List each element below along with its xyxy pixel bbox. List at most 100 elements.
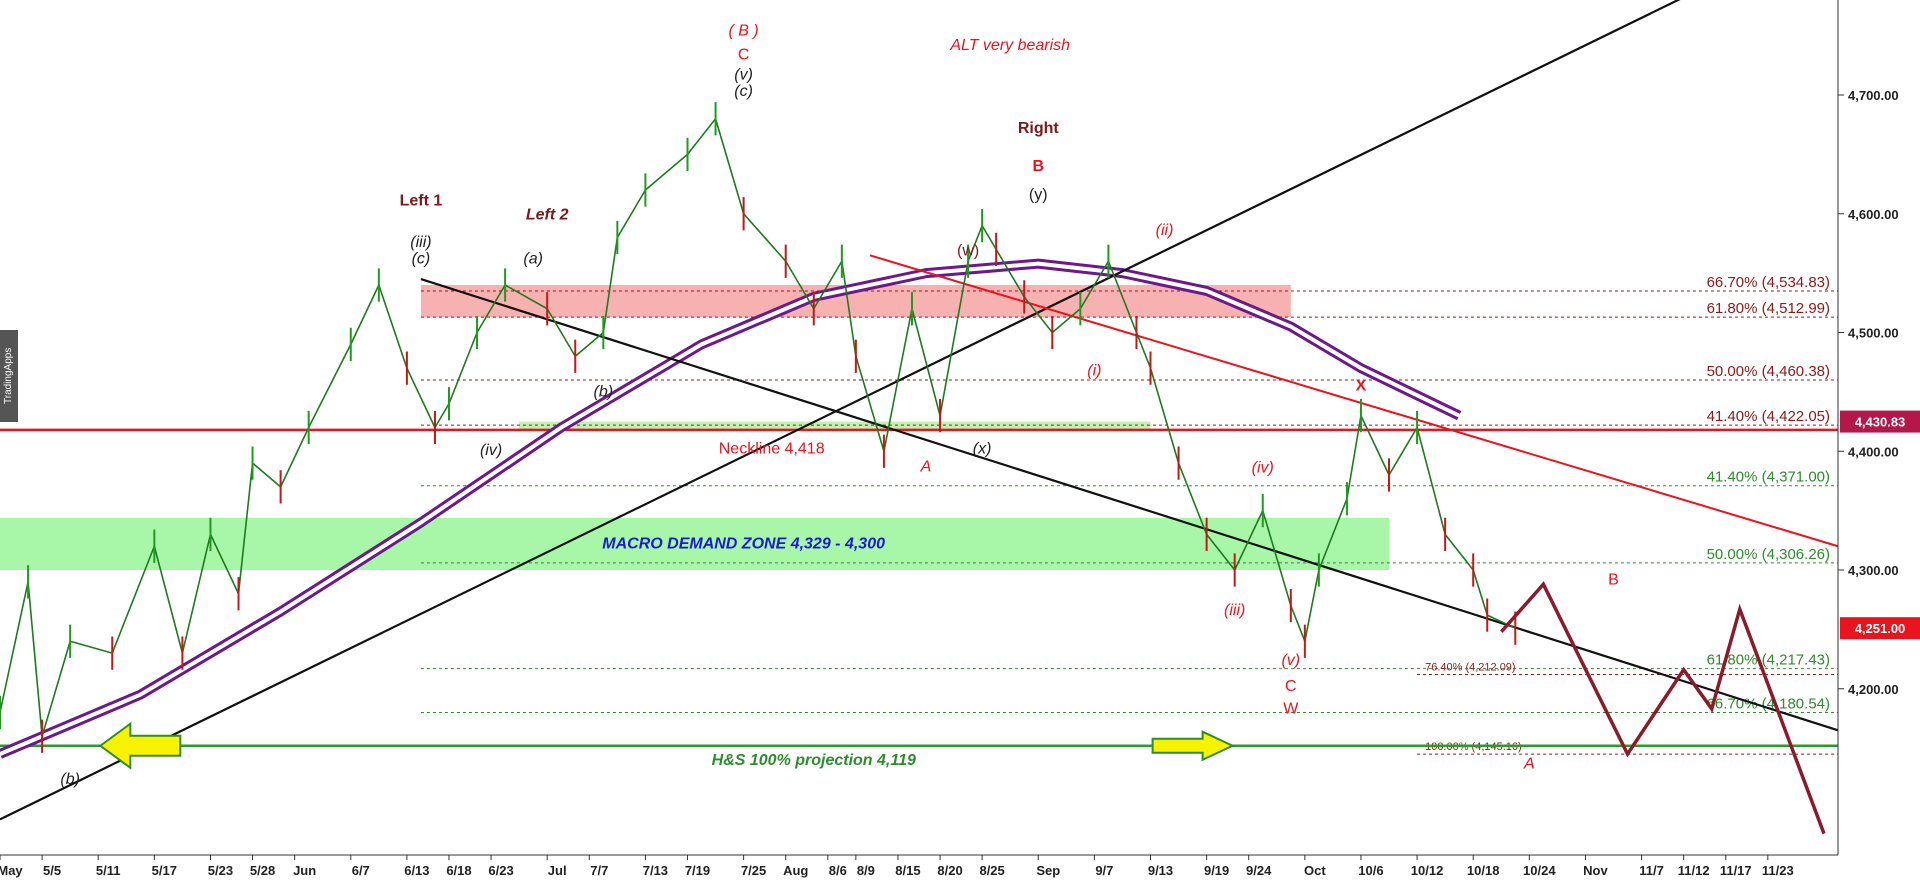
x-tick-label-26: 9/24 [1246, 863, 1272, 878]
annotation-30: B [1608, 571, 1619, 588]
annotation-23: (iii) [1224, 602, 1245, 619]
y-tick-label-5: 4,700.00 [1848, 88, 1899, 103]
fib-label-6: 61.80% (4,217.43) [1707, 652, 1830, 669]
price-badge-label-0: 4,430.83 [1855, 415, 1906, 430]
x-tick-label-32: Nov [1583, 863, 1608, 878]
annotation-7: (y) [1029, 187, 1048, 204]
x-tick-label-0: May [0, 863, 23, 878]
x-tick-label-4: 5/23 [208, 863, 233, 878]
x-tick-label-23: 9/7 [1095, 863, 1113, 878]
annotation-4: ALT very bearish [949, 37, 1070, 54]
annotation-31: A [1523, 755, 1535, 772]
x-tick-label-2: 5/11 [96, 863, 121, 878]
fib-label-1: 61.80% (4,512.99) [1707, 300, 1830, 317]
x-tick-label-29: 10/12 [1411, 863, 1444, 878]
annotation-27: MACRO DEMAND ZONE 4,329 - 4,300 [602, 536, 885, 553]
x-tick-label-18: 8/9 [857, 863, 875, 878]
price-line [0, 117, 1516, 738]
annotation-12: (iii) [410, 234, 431, 251]
fib-label-4: 41.40% (4,371.00) [1707, 469, 1830, 486]
fib-label-9: 100.00% (4,145.16) [1425, 741, 1522, 753]
x-tick-label-35: 11/17 [1720, 863, 1752, 878]
tradingapps-tab[interactable]: TradingApps [0, 330, 18, 422]
annotation-14: (a) [523, 251, 543, 268]
annotation-0: ( B ) [729, 23, 759, 40]
annotation-26: W [1283, 701, 1299, 718]
x-tick-label-3: 5/17 [152, 863, 177, 878]
yellow-arrow-left [98, 721, 182, 770]
ma-line-inner [0, 261, 1461, 756]
y-tick-label-3: 4,500.00 [1848, 326, 1899, 341]
y-tick-label-2: 4,400.00 [1848, 444, 1899, 459]
annotation-9: (w) [957, 242, 979, 259]
x-tick-label-28: 10/6 [1358, 863, 1383, 878]
x-tick-label-9: 6/18 [446, 863, 471, 878]
x-tick-label-15: 7/25 [741, 863, 766, 878]
zone-2 [519, 421, 1151, 432]
y-tick-label-1: 4,300.00 [1848, 563, 1899, 578]
price-badge-0 [1840, 410, 1920, 433]
zone-0 [0, 517, 1390, 570]
x-tick-label-31: 10/24 [1523, 863, 1556, 878]
annotation-6: B [1032, 158, 1044, 175]
trendline-down-trendline-red [869, 254, 1839, 548]
yellow-arrow-right [1151, 730, 1235, 762]
annotation-16: (i) [1087, 362, 1101, 379]
trendline-down-trendline-black [420, 278, 1839, 732]
annotation-25: C [1285, 678, 1297, 695]
annotation-21: (x) [973, 441, 992, 458]
annotation-10: Left 1 [400, 192, 443, 209]
annotation-1: C [738, 46, 750, 63]
annotation-2: (v) [734, 67, 753, 84]
projection-path [1499, 581, 1826, 835]
x-tick-label-27: Oct [1304, 863, 1326, 878]
x-tick-label-7: 6/7 [352, 863, 370, 878]
annotation-20: A [920, 458, 932, 475]
annotation-5: Right [1018, 120, 1060, 137]
fib-label-8: 76.40% (4,212.09) [1425, 662, 1516, 674]
fib-label-5: 50.00% (4,306.26) [1707, 546, 1830, 563]
x-tick-label-11: Jul [548, 863, 567, 878]
annotation-28: H&S 100% projection 4,119 [712, 752, 916, 769]
annotation-17: X [1356, 378, 1367, 395]
x-tick-label-36: 11/23 [1762, 863, 1794, 878]
x-tick-label-1: 5/5 [43, 863, 61, 878]
trendline-up-trendline [0, 0, 1681, 821]
x-tick-label-34: 11/12 [1678, 863, 1710, 878]
annotation-29: (b) [60, 771, 80, 788]
x-tick-label-22: Sep [1036, 863, 1060, 878]
x-tick-label-19: 8/15 [895, 863, 920, 878]
annotation-13: (c) [412, 251, 431, 268]
x-tick-label-30: 10/18 [1467, 863, 1500, 878]
x-tick-label-17: 8/6 [829, 863, 847, 878]
x-tick-label-25: 9/19 [1204, 863, 1229, 878]
annotation-15: (b) [594, 384, 614, 401]
x-tick-label-24: 9/13 [1148, 863, 1173, 878]
x-tick-label-10: 6/23 [488, 863, 513, 878]
y-tick-label-0: 4,200.00 [1848, 682, 1899, 697]
x-tick-label-12: 7/7 [590, 863, 608, 878]
x-tick-label-13: 7/13 [643, 863, 668, 878]
x-tick-label-20: 8/20 [937, 863, 962, 878]
price-badge-1 [1840, 617, 1920, 640]
annotation-18: (iv) [480, 442, 502, 459]
x-tick-label-14: 7/19 [685, 863, 710, 878]
fib-label-7: 66.70% (4,180.54) [1707, 696, 1830, 713]
x-tick-label-16: Aug [783, 863, 808, 878]
x-tick-label-8: 6/13 [404, 863, 429, 878]
x-tick-label-6: Jun [293, 863, 316, 878]
fib-label-3: 41.40% (4,422.05) [1707, 408, 1830, 425]
fib-label-2: 50.00% (4,460.38) [1707, 363, 1830, 380]
x-tick-label-21: 8/25 [979, 863, 1004, 878]
fib-label-0: 66.70% (4,534.83) [1707, 274, 1830, 291]
annotation-11: Left 2 [526, 207, 569, 224]
annotation-24: (v) [1281, 652, 1300, 669]
x-tick-label-5: 5/28 [250, 863, 275, 878]
price-badge-label-1: 4,251.00 [1855, 621, 1906, 636]
annotation-22: (iv) [1252, 460, 1274, 477]
x-tick-label-33: 11/7 [1639, 863, 1664, 878]
annotation-8: (ii) [1156, 222, 1174, 239]
